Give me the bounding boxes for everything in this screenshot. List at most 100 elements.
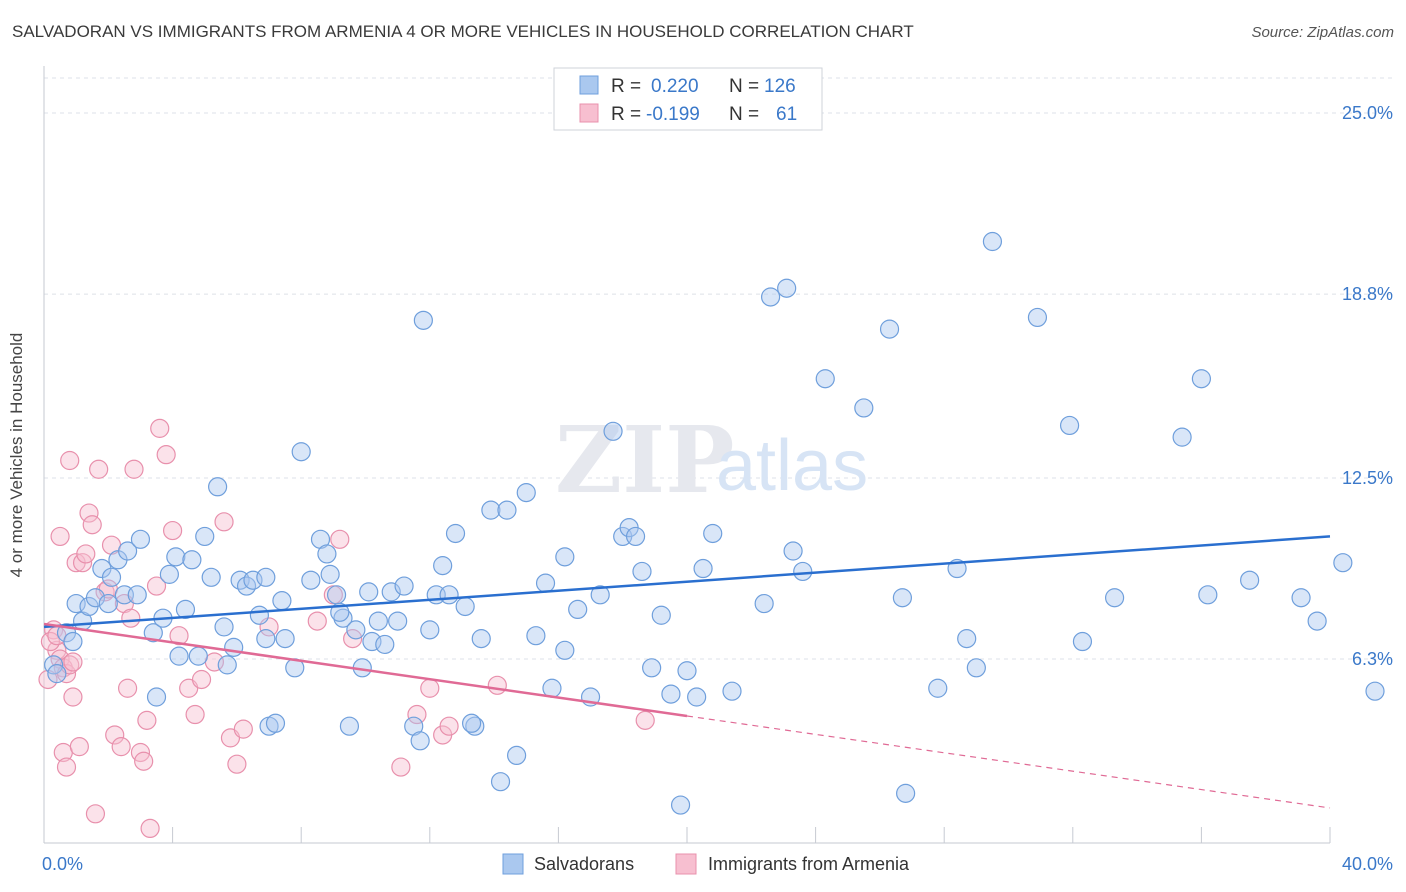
top-legend-frame (553, 67, 823, 131)
blue-point-86 (661, 684, 681, 704)
watermark: ZIP atlas (555, 406, 868, 514)
blue-point-108 (1027, 307, 1048, 328)
blue-point-69 (490, 772, 511, 792)
blue-point-67 (471, 629, 491, 649)
blue-point-27 (208, 477, 228, 497)
blue-point-35 (256, 629, 276, 649)
blue-point-112 (1172, 427, 1192, 447)
blue-point-57 (394, 576, 414, 596)
blue-point-48 (339, 716, 360, 736)
pink-point-25 (111, 737, 131, 757)
y-tick-label-2: 18.8% (1342, 284, 1393, 304)
blue-point-3 (63, 631, 83, 652)
pink-point-27 (117, 678, 138, 698)
blue-point-121 (256, 567, 276, 587)
blue-point-91 (703, 523, 723, 544)
blue-point-95 (777, 278, 797, 298)
legend-n-label-blue: N = (729, 76, 759, 97)
blue-point-80 (603, 421, 623, 441)
pink-point-12 (63, 687, 83, 707)
blue-point-41 (291, 442, 311, 462)
blue-point-118 (1333, 553, 1353, 573)
blue-point-115 (1240, 570, 1260, 590)
blue-point-28 (214, 617, 234, 637)
blue-point-77 (568, 599, 588, 620)
pink-point-35 (150, 418, 170, 438)
tick-labels: 6.3% 12.5% 18.8% 25.0% 0.0% 40.0% (42, 103, 1393, 874)
blue-point-10 (101, 567, 122, 587)
chart-title: SALVADORAN VS IMMIGRANTS FROM ARMENIA 4 … (12, 22, 914, 41)
pink-point-58 (635, 710, 655, 730)
blue-point-20 (166, 547, 186, 567)
blue-point-16 (143, 623, 163, 643)
blue-point-125 (642, 658, 662, 678)
blue-point-29 (217, 655, 237, 675)
blue-point-96 (783, 541, 803, 561)
pink-point-43 (214, 512, 234, 532)
legend-n-label-pink: N = (729, 104, 759, 125)
legend-r-value-pink: -0.199 (646, 104, 700, 125)
blue-point-70 (497, 500, 517, 520)
blue-point-62 (433, 556, 453, 576)
blue-point-15 (130, 529, 151, 549)
blue-point-63 (439, 585, 459, 605)
bottom-legend-label-blue: Salvadorans (534, 854, 634, 874)
blue-point-56 (388, 611, 408, 631)
blue-point-116 (1291, 588, 1311, 608)
blue-point-24 (188, 646, 208, 666)
blue-point-122 (330, 602, 350, 622)
blue-point-88 (677, 661, 697, 681)
legend-n-value-blue: 126 (764, 76, 796, 97)
blue-point-1 (47, 664, 67, 684)
blue-point-42 (301, 570, 321, 590)
blue-point-113 (1191, 369, 1212, 389)
blue-point-114 (1198, 585, 1218, 605)
trend-lines (43, 535, 1331, 809)
blue-point-109 (1059, 415, 1080, 436)
blue-point-84 (632, 561, 652, 582)
blue-point-46 (326, 585, 347, 605)
blue-point-37 (265, 713, 286, 733)
x-tick-label-1: 40.0% (1342, 854, 1393, 874)
pink-point-56 (439, 716, 459, 736)
bottom-legend-swatch-blue (502, 853, 524, 875)
pink-point-24 (105, 725, 125, 745)
blue-point-49 (346, 620, 366, 640)
pink-point-20 (89, 459, 109, 479)
blue-point-94 (760, 287, 781, 307)
blue-point-64 (445, 523, 466, 544)
blue-point-17 (146, 687, 167, 707)
blue-point-73 (526, 626, 546, 646)
blue-point-59 (410, 731, 430, 751)
legend-r-value-blue: 0.220 (651, 76, 699, 97)
blue-trend-line (43, 535, 1331, 629)
legend-swatch-pink (579, 103, 599, 123)
blue-point-53 (368, 611, 388, 631)
blue-point-117 (1307, 611, 1327, 631)
source-label: Source: ZipAtlas.com (1251, 24, 1394, 41)
blue-points (44, 231, 1385, 815)
blue-point-85 (651, 605, 671, 625)
blue-point-30 (224, 637, 244, 657)
blue-point-54 (375, 634, 395, 655)
blue-point-14 (127, 585, 147, 605)
legend-r-label-pink: R = (611, 104, 641, 125)
pink-point-34 (146, 576, 167, 596)
blue-point-21 (169, 646, 189, 666)
top-legend: R = 0.220 N = 126 R = -0.199 N = 61 (553, 67, 823, 131)
watermark-atlas: atlas (716, 426, 868, 506)
bottom-legend-swatch-pink (675, 853, 697, 875)
pink-point-45 (227, 754, 247, 774)
blue-point-97 (793, 561, 813, 582)
pink-point-29 (124, 459, 144, 479)
pink-point-52 (391, 757, 411, 777)
blue-point-98 (815, 369, 835, 389)
pink-point-46 (233, 719, 253, 739)
blue-point-47 (333, 608, 353, 628)
blue-point-9 (98, 593, 118, 614)
x-tick-label-0: 0.0% (42, 854, 83, 874)
blue-point-19 (159, 564, 179, 584)
blue-point-26 (201, 567, 221, 587)
blue-point-103 (928, 678, 948, 698)
